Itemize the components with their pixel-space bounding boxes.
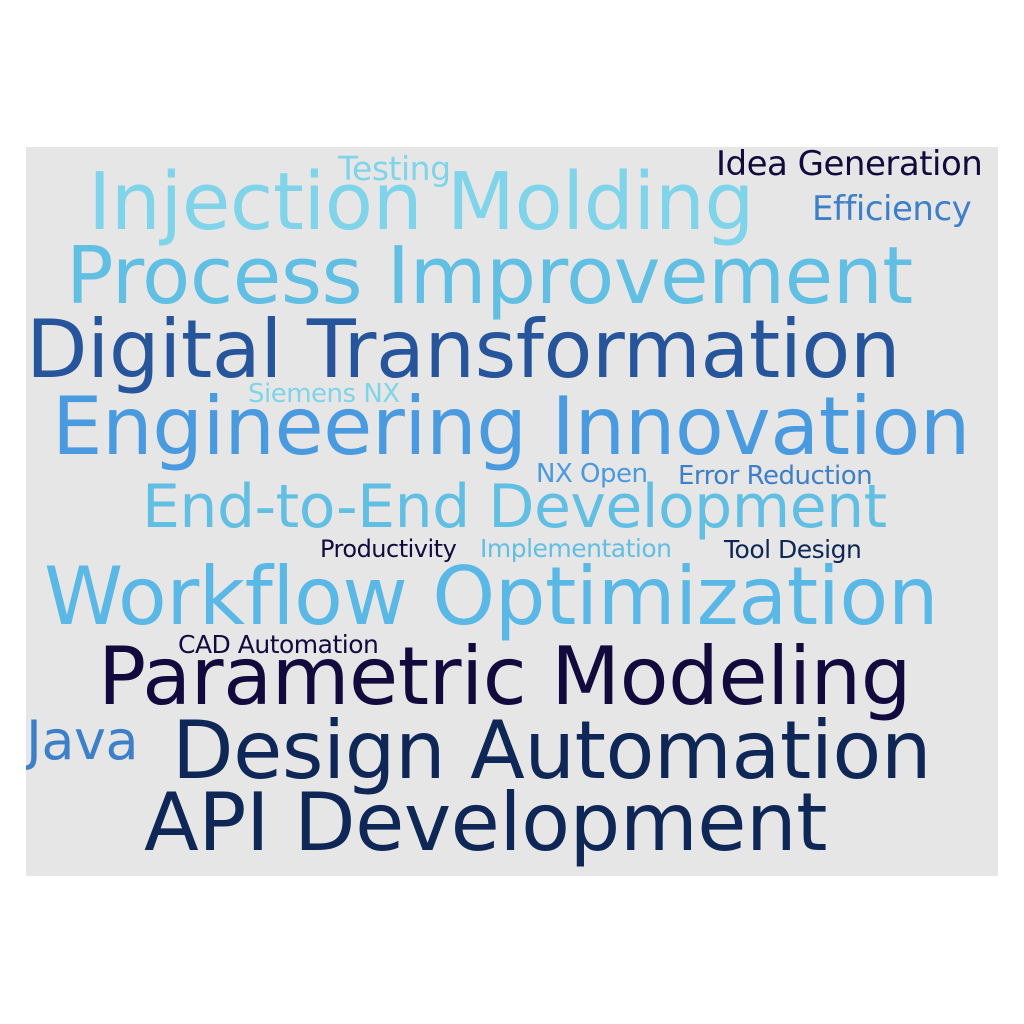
word-siemens-nx: Siemens NX	[248, 379, 400, 409]
word-testing: Testing	[338, 149, 451, 188]
word-api-development: API Development	[144, 776, 828, 869]
word-process-improvement: Process Improvement	[66, 230, 913, 322]
word-cloud: Testing Idea Generation Injection Moldin…	[26, 147, 998, 876]
word-parametric-modeling: Parametric Modeling	[98, 630, 912, 723]
word-end-to-end-development: End-to-End Development	[142, 472, 887, 542]
word-cad-automation: CAD Automation	[178, 630, 379, 659]
word-nx-open: NX Open	[536, 459, 648, 489]
word-engineering-innovation: Engineering Innovation	[52, 380, 970, 473]
word-error-reduction: Error Reduction	[678, 461, 873, 491]
word-idea-generation: Idea Generation	[716, 147, 983, 184]
word-tool-design: Tool Design	[724, 535, 862, 564]
word-digital-transformation: Digital Transformation	[26, 303, 901, 396]
word-java: Java	[26, 709, 139, 772]
word-workflow-optimization: Workflow Optimization	[44, 550, 939, 643]
word-productivity: Productivity	[320, 535, 457, 563]
word-implementation: Implementation	[480, 534, 672, 563]
word-design-automation: Design Automation	[172, 704, 932, 797]
word-injection-molding: Injection Molding	[88, 156, 755, 248]
word-efficiency: Efficiency	[812, 189, 972, 229]
